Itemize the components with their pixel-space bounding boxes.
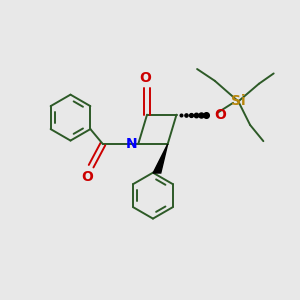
Polygon shape bbox=[153, 144, 168, 173]
Text: N: N bbox=[126, 137, 138, 151]
Text: Si: Si bbox=[231, 94, 246, 108]
Text: O: O bbox=[82, 170, 94, 184]
Text: O: O bbox=[214, 108, 226, 122]
Text: O: O bbox=[140, 70, 152, 85]
